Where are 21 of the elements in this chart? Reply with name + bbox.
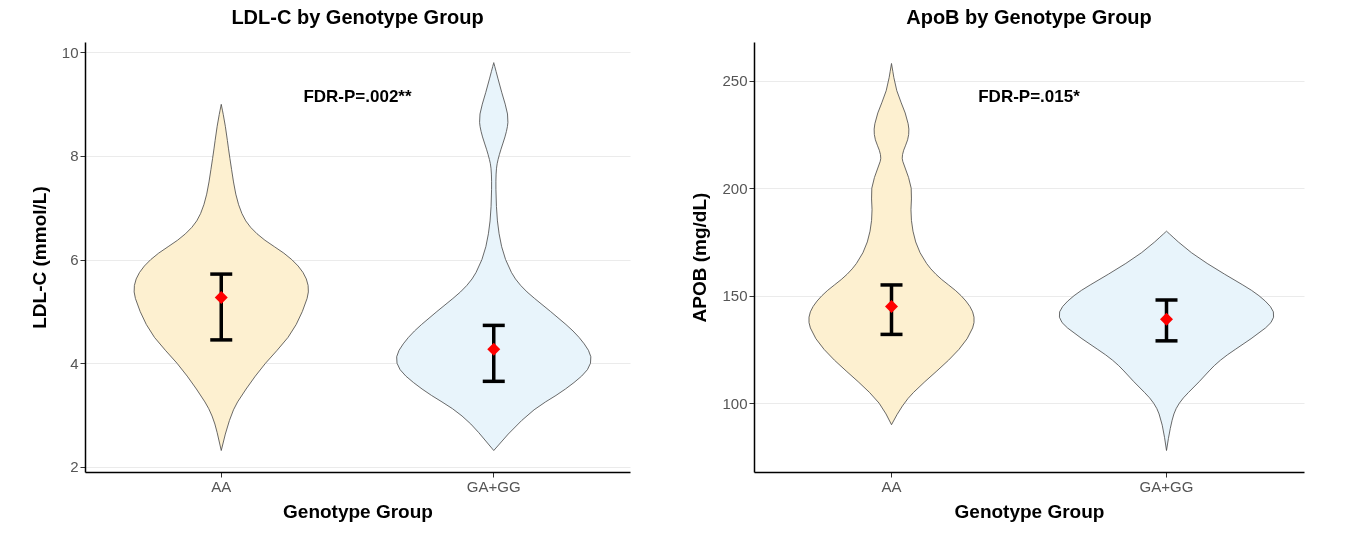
y-tick-label: 250 bbox=[722, 72, 748, 90]
y-tick-label: 8 bbox=[70, 147, 79, 165]
y-tick-label: 10 bbox=[61, 43, 79, 61]
annotation: FDR-P=.015* bbox=[978, 87, 1081, 106]
y-tick-label: 4 bbox=[70, 354, 79, 372]
x-tick-label: GA+GG bbox=[466, 477, 521, 495]
x-axis-title: Genotype Group bbox=[283, 500, 433, 522]
y-tick-label: 2 bbox=[70, 458, 79, 476]
chart-title: ApoB by Genotype Group bbox=[906, 6, 1152, 28]
y-tick-label: 100 bbox=[722, 394, 748, 412]
x-tick-label: AA bbox=[211, 477, 232, 495]
annotation: FDR-P=.002** bbox=[303, 87, 412, 106]
x-axis-title: Genotype Group bbox=[954, 500, 1105, 522]
y-tick-label: 150 bbox=[722, 287, 748, 305]
x-tick-label: GA+GG bbox=[1139, 477, 1194, 495]
chart-title: LDL-C by Genotype Group bbox=[231, 6, 484, 28]
x-tick-label: AA bbox=[881, 477, 902, 495]
y-axis-title: APOB (mg/dL) bbox=[689, 192, 711, 323]
y-tick-label: 200 bbox=[722, 179, 748, 197]
y-tick-label: 6 bbox=[70, 251, 79, 269]
y-axis-title: LDL-C (mmol/L) bbox=[28, 186, 50, 329]
